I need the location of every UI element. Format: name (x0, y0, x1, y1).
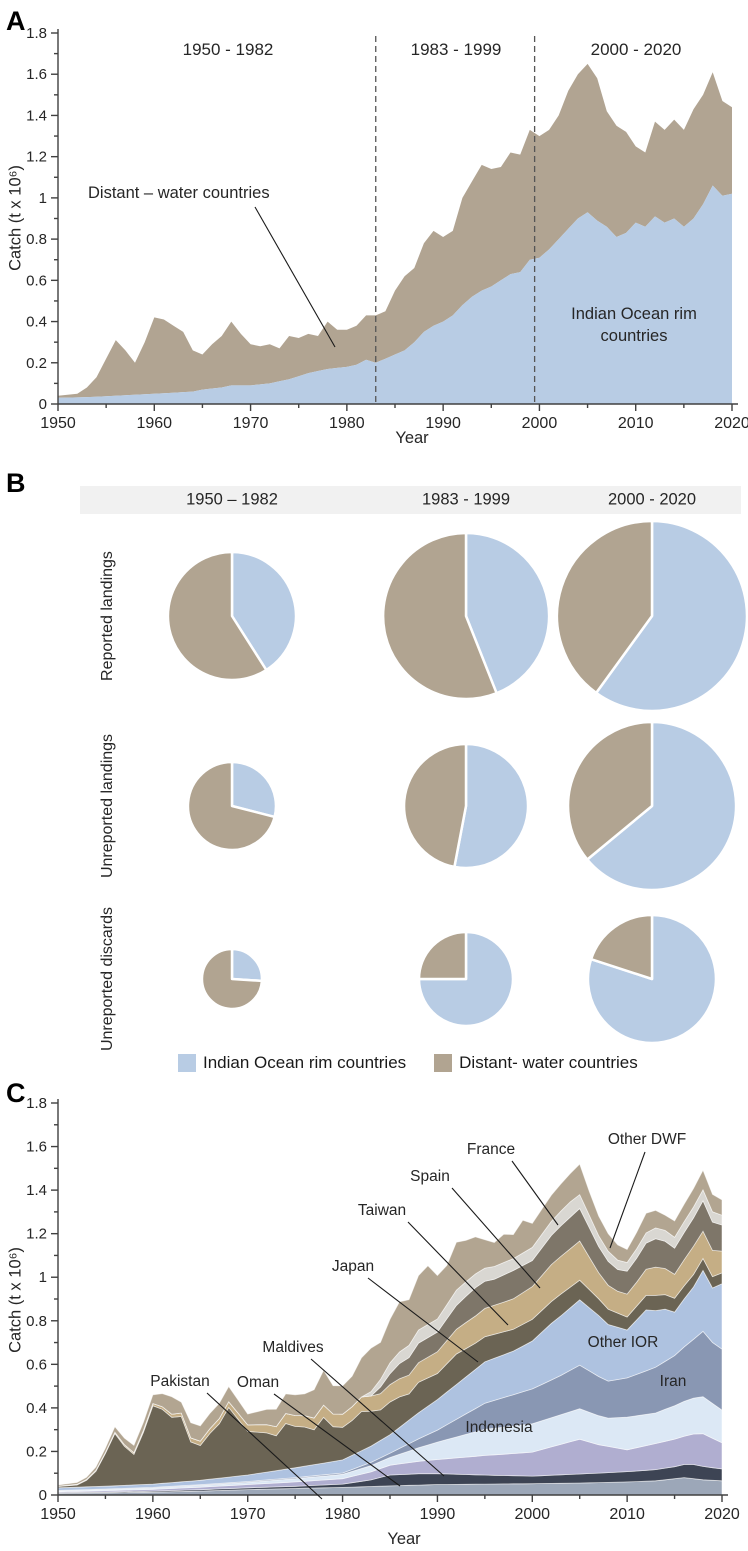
svg-text:1970: 1970 (230, 1506, 266, 1523)
panel-a-x-axis-title: Year (395, 429, 429, 447)
series-label-iran: Iran (659, 1373, 687, 1390)
series-label-france: France (466, 1141, 516, 1158)
svg-text:0: 0 (39, 396, 47, 413)
svg-text:0.8: 0.8 (26, 231, 47, 248)
legend-label-dwf: Distant- water countries (459, 1053, 638, 1072)
panel-a-period-2: 1983 - 1999 (410, 40, 502, 59)
panel-c-chart: 0 0.2 0.4 0.6 0.8 1 1.2 1.4 1.6 1.8 1950 1960 1970 19… (26, 1095, 740, 1523)
svg-text:1990: 1990 (420, 1506, 456, 1523)
svg-text:0.6: 0.6 (26, 1356, 47, 1373)
series-label-other-dwf: Other DWF (607, 1131, 687, 1148)
panel-a-y-axis-title: Catch (t x 10⁶) (6, 165, 25, 271)
panel-b-letter: B (6, 468, 26, 498)
svg-text:0.4: 0.4 (26, 314, 47, 331)
svg-text:1: 1 (39, 1269, 47, 1286)
svg-text:2000: 2000 (522, 415, 558, 432)
svg-text:1: 1 (39, 190, 47, 207)
svg-text:2000: 2000 (514, 1506, 550, 1523)
panel-c-x-axis-title: Year (387, 1530, 421, 1548)
panel-c-letter: C (6, 1078, 26, 1108)
svg-text:1.6: 1.6 (26, 66, 47, 83)
series-label-japan: Japan (331, 1258, 375, 1275)
svg-text:1.6: 1.6 (26, 1139, 47, 1156)
panel-a-period-3: 2000 - 2020 (590, 40, 682, 59)
series-label-maldives: Maldives (262, 1339, 324, 1356)
annotation-indian-ocean-rim: Indian Ocean rim countries (571, 305, 697, 345)
svg-text:1.8: 1.8 (26, 25, 47, 42)
svg-text:1990: 1990 (425, 415, 461, 432)
svg-text:1960: 1960 (135, 1506, 171, 1523)
svg-text:0.8: 0.8 (26, 1313, 47, 1330)
series-label-pakistan: Pakistan (150, 1373, 210, 1390)
svg-text:1.4: 1.4 (26, 1182, 47, 1199)
svg-text:0.6: 0.6 (26, 272, 47, 289)
svg-text:0.2: 0.2 (26, 355, 47, 372)
legend-label-ior: Indian Ocean rim countries (203, 1053, 407, 1072)
series-label-spain: Spain (410, 1168, 450, 1185)
svg-text:2020: 2020 (714, 415, 748, 432)
svg-text:2010: 2010 (618, 415, 654, 432)
svg-text:1950: 1950 (40, 1506, 76, 1523)
ior-color-swatch (178, 1054, 196, 1072)
legend-item-ior: Indian Ocean rim countries (178, 1053, 406, 1073)
panel-a-chart: 0 0.2 0.4 0.6 0.8 1 1.2 1.4 1.6 1.8 1950 1960 1970 19… (26, 25, 748, 432)
svg-text:2020: 2020 (704, 1506, 740, 1523)
panel-b-header-band (80, 486, 741, 514)
svg-text:0.2: 0.2 (26, 1443, 47, 1460)
svg-text:2010: 2010 (609, 1506, 645, 1523)
annotation-distant-water: Distant – water countries (88, 184, 270, 202)
svg-text:1.2: 1.2 (26, 149, 47, 166)
panel-b-column-3: 2000 - 2020 (607, 490, 697, 509)
panel-c-y-axis-title: Catch (t x 10⁶) (6, 1247, 25, 1353)
svg-text:1980: 1980 (329, 415, 365, 432)
series-label-oman: Oman (236, 1374, 280, 1391)
panel-a-period-1: 1950 - 1982 (182, 40, 274, 59)
panel-b-pies (166, 519, 748, 1045)
svg-text:1.8: 1.8 (26, 1095, 47, 1112)
svg-text:0.4: 0.4 (26, 1400, 47, 1417)
panel-a-letter: A (6, 6, 26, 36)
panel-b-column-2: 1983 - 1999 (421, 490, 511, 509)
svg-text:1980: 1980 (325, 1506, 361, 1523)
svg-text:1950: 1950 (40, 415, 76, 432)
svg-text:1.4: 1.4 (26, 107, 47, 124)
series-label-taiwan: Taiwan (357, 1202, 407, 1219)
svg-text:1970: 1970 (233, 415, 269, 432)
svg-text:1960: 1960 (136, 415, 172, 432)
series-label-indonesia: Indonesia (465, 1419, 533, 1436)
svg-text:1.2: 1.2 (26, 1226, 47, 1243)
series-label-other-ior: Other IOR (587, 1334, 659, 1351)
panel-b-column-1: 1950 – 1982 (186, 490, 278, 509)
panel-b-legend: Indian Ocean rim countries Distant- wate… (178, 1053, 638, 1073)
svg-text:0: 0 (39, 1487, 47, 1504)
legend-item-dwf: Distant- water countries (434, 1053, 638, 1073)
dwf-color-swatch (434, 1054, 453, 1072)
